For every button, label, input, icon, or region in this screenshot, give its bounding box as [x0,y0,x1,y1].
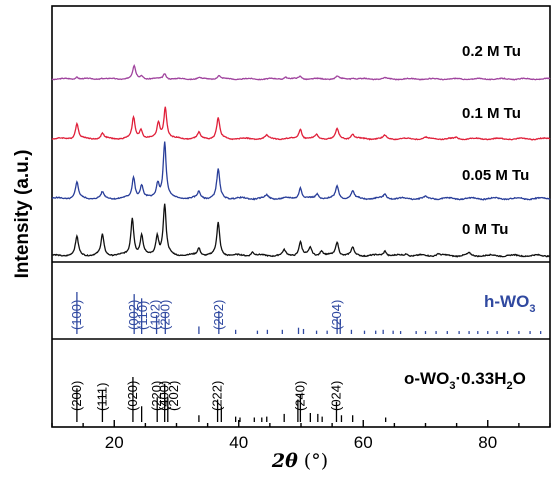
hkl-label: (200) [157,300,172,330]
hkl-label: (202) [211,300,226,330]
hkl-label: (204) [329,300,344,330]
x-axis-title: 2θ (°) [271,450,328,472]
series-layer [51,64,551,258]
series-label: 0.2 M Tu [462,43,521,60]
hkl-label: (400) [157,381,172,411]
o-wo3-label: o-WO3·0.33H2O [404,369,526,392]
x-tick-label: 60 [354,433,373,452]
series-labels: 0.2 M Tu 0.1 M Tu 0.05 M Tu 0 M Tu [462,43,529,238]
hkl-label: (002) [126,300,141,330]
series-label: 0.05 M Tu [462,167,529,184]
hkl-label: (240) [292,381,307,411]
x-tick-label: 80 [478,433,497,452]
y-axis-title: Intensity (a.u.) [12,150,33,279]
hkl-label: (202) [166,381,181,411]
hkl-label: (222) [210,381,225,411]
plot-frame [51,5,551,428]
h-wo3-legend: h-WO3 [484,292,535,315]
hkl-label: (200) [69,381,84,411]
xrd-series-line [51,141,551,201]
xrd-series-line [51,64,551,81]
hkl-label: (102) [147,300,162,330]
h-wo3-label: h-WO3 [484,292,535,315]
tick-layer: 20 40 60 80 [51,420,551,452]
x-tick-label: 20 [105,433,124,452]
o-wo3-legend: o-WO3·0.33H2O [404,369,526,392]
reference-layer: (100) (002)(110)(102)(200) (202) (204)(200)… [69,292,542,422]
series-label: 0.1 M Tu [462,105,521,122]
hkl-label: (111) [94,383,109,411]
x-tick-label: 40 [229,433,248,452]
hkl-label: (220) [149,381,164,411]
xrd-series-line [51,203,551,258]
hkl-label: (100) [69,300,84,330]
xrd-series-line [51,106,551,141]
hkl-label: (110) [135,301,150,330]
hkl-label: (024) [328,381,343,411]
hkl-label: (020) [125,381,140,411]
series-label: 0 M Tu [462,221,508,238]
